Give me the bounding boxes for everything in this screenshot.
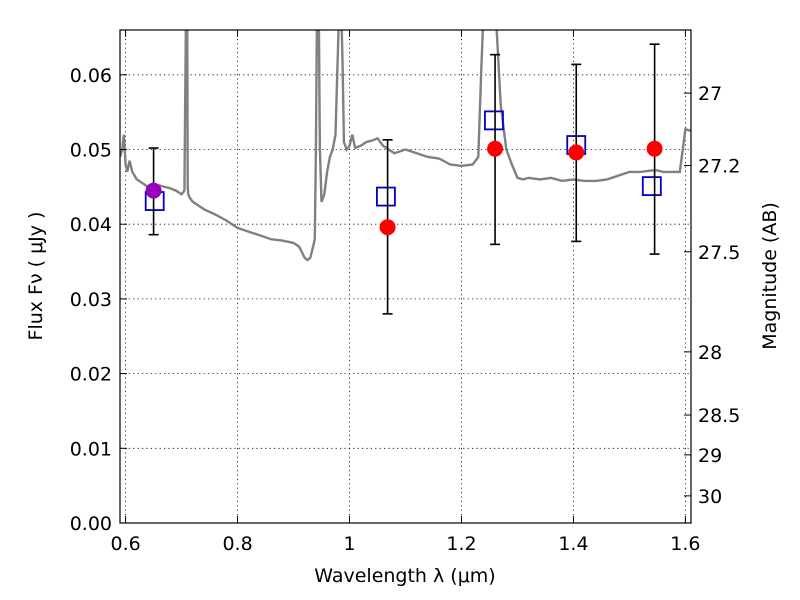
- grid: [120, 30, 691, 524]
- y2-tick-label: 27.5: [698, 242, 740, 264]
- spectrum-series: [120, 30, 691, 262]
- y-tick-label: 0.03: [70, 289, 112, 311]
- x-tick-label: 1.4: [558, 533, 588, 555]
- y2-tick-label: 28: [698, 342, 722, 364]
- observed-point: [145, 182, 162, 199]
- y-tick-label: 0.04: [70, 214, 112, 236]
- y2-tick-label: 27: [698, 83, 722, 105]
- y-tick-label: 0.02: [70, 364, 112, 386]
- y2-axis-ticks: 27 27.2 27.5 28 28.5 29 30: [684, 83, 740, 508]
- x-tick-label: 1: [343, 533, 355, 555]
- model-square-marker: [376, 186, 396, 207]
- y-tick-label: 0.01: [70, 438, 112, 460]
- observed-point: [568, 144, 585, 161]
- observed-point: [379, 219, 396, 236]
- y-axis-ticks: 0.00 0.01 0.02 0.03 0.04 0.05 0.06: [70, 65, 127, 535]
- x-tick-label: 0.6: [110, 533, 140, 555]
- y2-tick-label: 29: [698, 445, 722, 467]
- model-square-marker: [484, 110, 504, 131]
- plot-frame: [119, 29, 692, 524]
- x-tick-label: 0.8: [222, 533, 252, 555]
- y2-tick-label: 27.2: [698, 155, 740, 177]
- y-axis-title: Flux Fν ( μJy ): [25, 212, 47, 341]
- observed-point: [487, 140, 504, 157]
- model-series: [144, 110, 662, 211]
- x-tick-label: 1.2: [446, 533, 476, 555]
- x-axis-ticks: 0.6 0.8 1 1.2 1.4 1.6: [110, 30, 701, 555]
- y-tick-label: 0.05: [70, 140, 112, 162]
- observed-series: [145, 43, 663, 315]
- y2-tick-label: 28.5: [698, 405, 740, 427]
- y2-axis-title: Magnitude (AB): [759, 202, 781, 350]
- spectrum-line: [120, 30, 691, 262]
- y-tick-label: 0.06: [70, 65, 112, 87]
- model-square-marker: [641, 176, 662, 197]
- y-tick-label: 0.00: [70, 513, 112, 535]
- x-tick-label: 1.6: [670, 533, 700, 555]
- x-axis-title: Wavelength λ (μm): [314, 565, 495, 587]
- y2-tick-label: 30: [698, 486, 722, 508]
- observed-point: [646, 140, 663, 157]
